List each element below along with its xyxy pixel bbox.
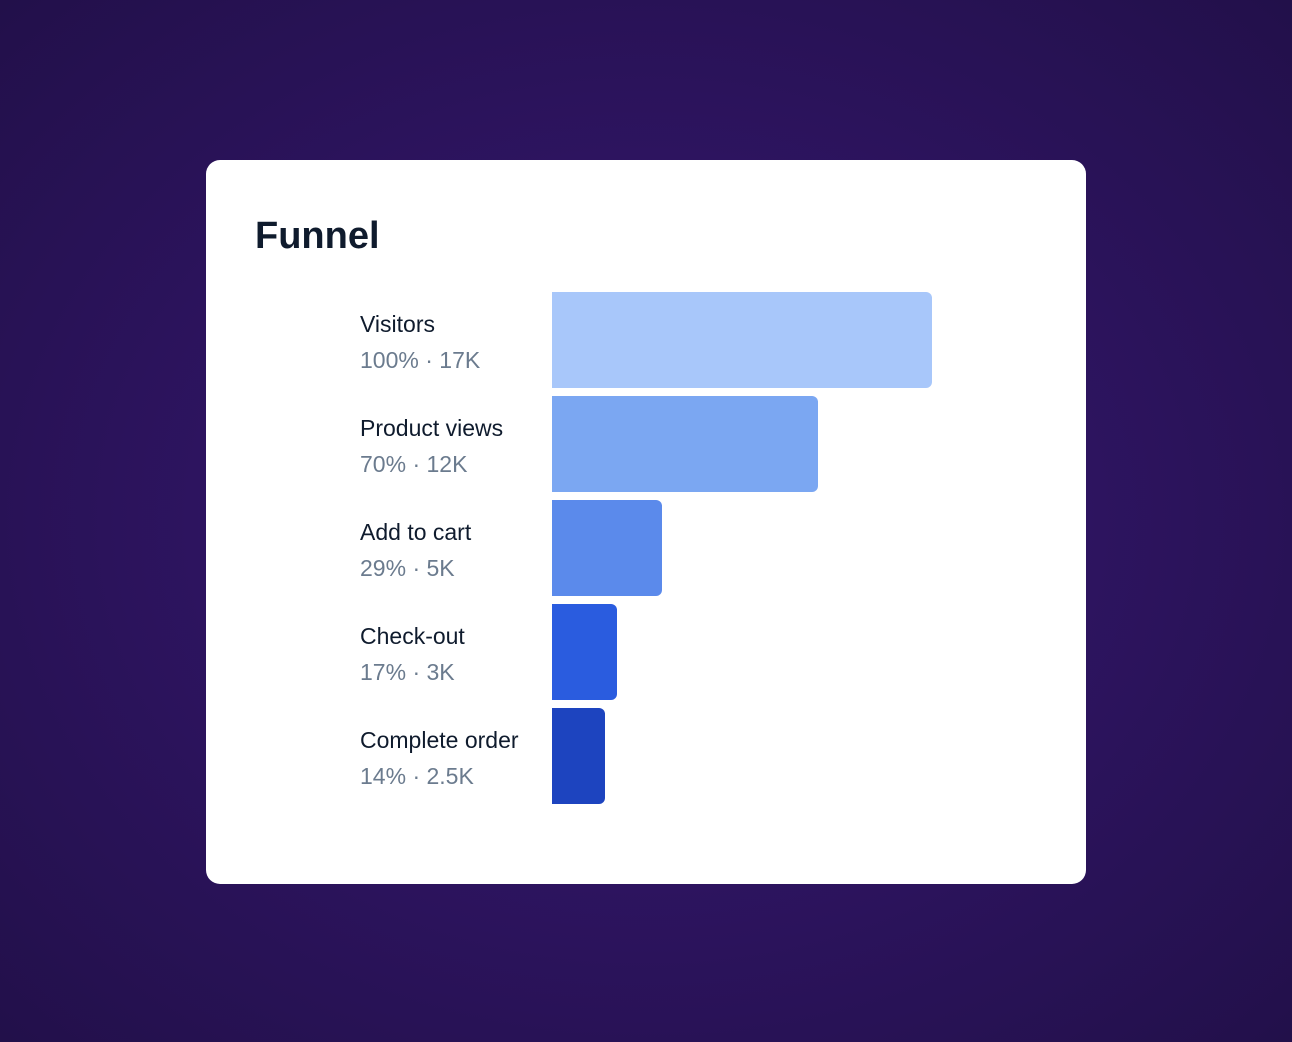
stage-separator: · [412,555,421,581]
stage-stats: 29% · 5K [360,550,455,586]
stage-label: Visitors [360,311,435,337]
stage-stats: 14% · 2.5K [360,758,474,794]
stage-separator: · [412,451,421,477]
funnel-bar [552,708,605,804]
stage-stats: 100% · 17K [360,342,480,378]
stage-percent: 70% [360,451,407,477]
stage-separator: · [412,763,421,789]
stage-count: 3K [426,659,455,685]
chart-title: Funnel [255,215,380,257]
stage-percent: 29% [360,555,407,581]
stage-percent: 17% [360,659,407,685]
funnel-bar [552,500,662,596]
stage-count: 17K [439,347,481,373]
stage-label: Product views [360,415,504,441]
funnel-stage-row: Visitors 100% · 17K [206,292,1086,388]
stage-count: 12K [426,451,468,477]
stage-stats: 17% · 3K [360,654,455,690]
stage-stats: 70% · 12K [360,446,467,482]
stage-label: Complete order [360,727,519,753]
stage-count: 2.5K [426,763,474,789]
stage-separator: · [412,659,421,685]
funnel-stage-row: Complete order 14% · 2.5K [206,708,1086,804]
funnel-stage-row: Check-out 17% · 3K [206,604,1086,700]
funnel-stage-row: Product views 70% · 12K [206,396,1086,492]
stage-percent: 14% [360,763,407,789]
funnel-bar [552,292,932,388]
funnel-bar [552,604,617,700]
stage-count: 5K [426,555,455,581]
stage-label: Add to cart [360,519,472,545]
funnel-bar [552,396,818,492]
stage-percent: 100% [360,347,419,373]
funnel-stage-row: Add to cart 29% · 5K [206,500,1086,596]
funnel-card: Funnel Visitors 100% · 17K Product views 70… [206,160,1086,884]
stage-separator: · [425,347,433,373]
stage-label: Check-out [360,623,465,649]
